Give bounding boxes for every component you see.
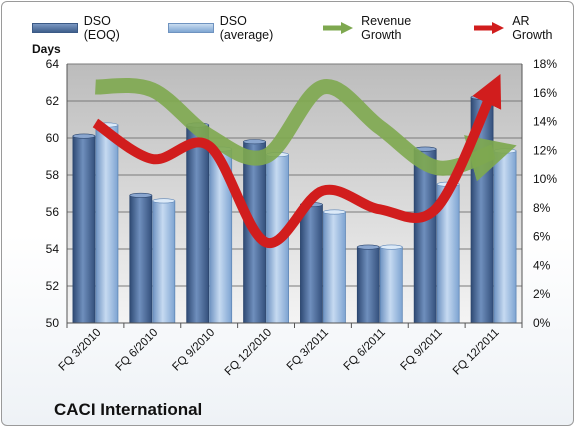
x-tick-label: FQ 12/2011 [451,327,502,378]
axes [66,64,523,328]
x-tick-label: FQ 9/2011 [398,327,444,373]
bar-dso-eoq [413,148,437,324]
y-tick-label: 62 [46,94,60,108]
legend-label-revenue-growth: Revenue Growth [361,14,412,42]
y2-tick-label: 16% [533,86,557,100]
bar-dso-eoq [72,135,96,324]
legend-label-dso-eoq: DSO (EOQ) [83,14,120,42]
chart-legend: DSO (EOQ) DSO (average) Revenue Growth A… [32,14,573,42]
legend-swatch-dso-eoq [32,23,78,33]
y-axis-title: Days [32,42,61,56]
legend-swatch-dso-average [168,23,214,33]
y-tick-label: 64 [46,57,60,71]
y2-tick-label: 18% [533,57,557,71]
bar-top [357,244,380,250]
x-tick-label: FQ 3/2011 [285,327,331,373]
bar-top [380,244,403,250]
x-tick-label: FQ 6/2011 [342,327,388,373]
y-tick-label: 60 [46,131,60,145]
legend-label-ar-growth: AR Growth [512,14,553,42]
legend-item-dso-eoq: DSO (EOQ) [32,14,150,42]
bar-dso-eoq [300,204,323,324]
y2-tick-label: 6% [533,230,551,244]
bar-top [152,198,176,204]
legend-item-ar-growth: AR Growth [472,14,573,42]
line-ar-growth [92,74,502,248]
y2-tick-label: 2% [533,287,551,301]
x-tick-label: FQ 3/2010 [57,327,104,374]
bar-dso-eoq [129,194,153,324]
legend-label-dso-average: DSO (average) [219,14,274,42]
bar-top [72,133,96,139]
growth-lines [92,74,517,248]
bar-top [129,192,153,198]
line-revenue-growth [95,78,517,182]
bar-dso-average [95,124,119,324]
bar-dso-average [379,246,403,324]
legend-item-revenue-growth: Revenue Growth [321,14,454,42]
y2-tick-label: 8% [533,201,551,215]
legend-item-dso-average: DSO (average) [168,14,303,42]
y-tick-label: 50 [46,316,60,330]
bar-top [493,148,517,154]
x-tick-label: FQ 12/2010 [223,327,274,378]
bar-dso-eoq [186,124,210,324]
bar-dso-eoq [356,246,380,324]
y-tick-label: 54 [46,242,60,256]
y-tick-label: 52 [46,279,60,293]
y2-tick-label: 14% [533,115,557,129]
company-name: CACI International [54,400,203,419]
y-tick-label: 58 [46,168,60,182]
legend-arrow-ar-growth-icon [474,22,505,34]
y2-tick-label: 12% [533,143,557,157]
y-tick-label: 56 [46,205,60,219]
y2-tick-label: 0% [533,316,551,330]
x-tick-label: FQ 6/2010 [114,327,161,374]
bar-dso-average [493,150,517,324]
y2-tick-label: 10% [533,172,557,186]
bars [72,94,517,324]
bar-dso-average [323,211,346,324]
bar-top [243,139,266,145]
x-tick-label: FQ 9/2010 [170,327,217,374]
bar-dso-average [152,200,176,324]
y2-tick-label: 4% [533,258,551,272]
legend-arrow-revenue-growth-icon [323,22,354,34]
bar-top [323,209,346,215]
